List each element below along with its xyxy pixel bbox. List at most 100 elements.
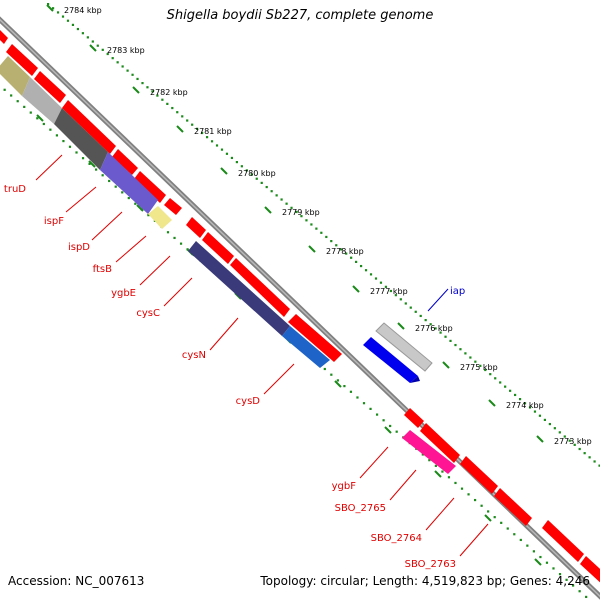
ruler-label: 2773 kbp [554, 437, 592, 446]
ruler-tick [384, 426, 392, 434]
ruler-label: 2774 kbp [506, 401, 544, 410]
ruler-dot [375, 413, 379, 416]
ruler-dot [76, 27, 80, 31]
ruler-dot [421, 453, 424, 456]
ruler-dot [61, 15, 65, 18]
ruler-dot [494, 377, 497, 380]
ruler-dot [330, 240, 333, 243]
ruler-dot [81, 157, 85, 160]
gene-label-ispf: ispF [44, 216, 64, 227]
ruler-dot [42, 122, 45, 126]
ruler-dot [479, 364, 482, 367]
ruler-dot [196, 127, 199, 130]
ruler-dot [467, 493, 470, 496]
ruler-dot [598, 464, 600, 467]
ruler-dot [156, 94, 159, 97]
ruler-dot [225, 152, 229, 155]
ruler-dot [389, 289, 392, 293]
ruler-dot [23, 105, 26, 108]
ruler-dot [444, 335, 447, 338]
gene-label-ygbe: ygbE [111, 288, 136, 299]
ruler-dot [343, 384, 346, 388]
ruler-dot [10, 94, 13, 97]
gene-label-iap: iap [450, 286, 465, 297]
ruler-dot [593, 460, 596, 463]
ruler-tick [176, 125, 184, 133]
ruler-dot [106, 52, 109, 56]
ruler-dot [127, 196, 130, 200]
ruler-dot [571, 584, 575, 587]
ruler-tick [534, 558, 542, 566]
ruler-dot [395, 430, 398, 433]
ruler-dot [504, 385, 507, 388]
ruler-dot [88, 162, 91, 165]
ruler-dot [459, 348, 462, 351]
ruler-dot [71, 23, 75, 26]
ruler-tick [434, 470, 442, 478]
cds-arrow [62, 100, 116, 154]
ruler-dot [424, 319, 427, 322]
gene-label-ygbf: ygbF [332, 481, 357, 492]
gene-label-ftsb: ftsB [93, 264, 112, 275]
ruler-dot [101, 174, 104, 177]
ruler-dot [270, 190, 273, 193]
ruler-dot [191, 123, 194, 126]
ruler-tick [89, 44, 97, 52]
gene-label-trud: truD [4, 184, 26, 195]
ruler-tick [352, 285, 360, 293]
cds-arrow [134, 171, 166, 203]
ruler-dot [121, 65, 124, 68]
ruler-dot [558, 573, 562, 576]
ruler-dot [379, 281, 383, 284]
ruler-dot [345, 252, 348, 255]
ruler-dot [230, 156, 234, 160]
ruler-dot [362, 402, 366, 405]
ruler-dot [429, 323, 432, 326]
ruler-dot [506, 527, 509, 530]
ruler-label: 2776 kbp [415, 324, 453, 333]
cds-arrow [34, 71, 66, 103]
gene-label-cysn: cysN [182, 350, 206, 361]
ispF-block [22, 77, 62, 124]
ruler-dot [533, 410, 537, 413]
ruler-dot [161, 98, 164, 101]
ruler-dot [519, 538, 522, 542]
accession-text: Accession: NC_007613 [8, 574, 145, 588]
ruler-tick [484, 514, 492, 522]
ruler-dot [513, 393, 517, 397]
ruler-dot [134, 202, 137, 205]
ruler-dot [56, 11, 60, 14]
ruler-dot [146, 86, 149, 89]
ruler-dot [49, 128, 52, 131]
ruler-dot [205, 136, 209, 139]
ruler-dot [539, 555, 542, 559]
ispD-block [54, 108, 108, 170]
ruler-label: 2781 kbp [194, 127, 232, 136]
ruler-dot [315, 227, 318, 230]
ruler-dot [369, 273, 373, 276]
ruler-dot [320, 231, 323, 234]
kbp-ruler: 2784 kbp 2783 kbp 2782 kbp 2781 kbp 2780 kbp… [46, 3, 600, 467]
iap-feature-bar[interactable] [363, 322, 433, 383]
ruler-dot [484, 368, 487, 372]
ruler-tick [46, 4, 54, 12]
ruler-dot [336, 379, 339, 382]
cds-row-top [0, 30, 600, 583]
ruler-dot [499, 381, 502, 384]
ruler-dot [583, 452, 586, 455]
gene-leader-line [459, 523, 489, 557]
ruler-dot [285, 202, 288, 205]
gene-label-cysc: cysC [136, 308, 160, 319]
ruler-dot [245, 169, 248, 172]
ruler-dot [349, 390, 353, 393]
ruler-dot [538, 414, 542, 417]
ruler-dot [565, 578, 568, 581]
ruler-dot [350, 256, 353, 259]
ruler-dot [493, 516, 496, 519]
gene-leader-line [65, 186, 97, 213]
ruler-dot [75, 151, 78, 154]
ruler-dot [528, 406, 532, 409]
ruler-tick [308, 245, 316, 253]
